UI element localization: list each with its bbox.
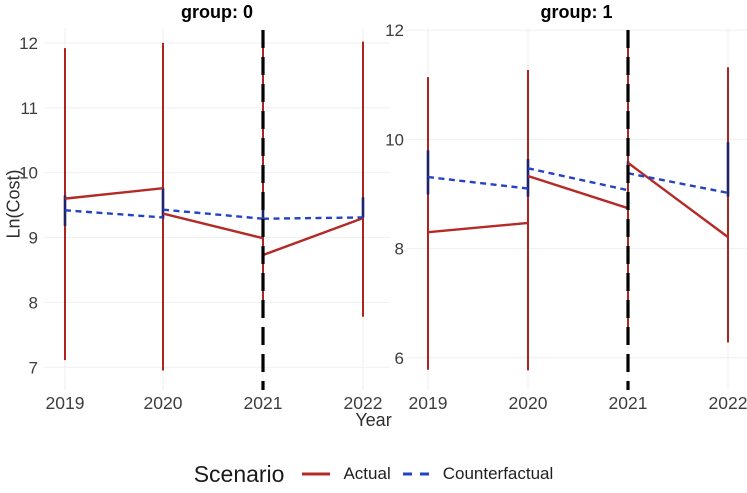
actual-line-segment xyxy=(527,174,629,210)
x-tick-label: 2022 xyxy=(709,393,747,413)
legend-label-counterfactual: Counterfactual xyxy=(442,464,554,483)
facet-strip-group-0: group: 0 xyxy=(181,2,253,22)
legend: Scenario Actual Counterfactual xyxy=(0,459,747,489)
counterfactual-line-segment xyxy=(262,216,364,220)
counterfactual-line-segment xyxy=(427,175,529,190)
x-tick-label: 2020 xyxy=(144,393,183,413)
x-tick-label: 2021 xyxy=(244,393,283,413)
x-tick-label: 2020 xyxy=(509,393,548,413)
facet-strip-group-1: group: 1 xyxy=(540,2,613,22)
counterfactual-line-segment xyxy=(627,172,729,195)
x-tick-label: 2021 xyxy=(609,393,648,413)
counterfactual-line-segment xyxy=(64,209,164,219)
legend-key-counterfactual-line-icon xyxy=(402,472,430,476)
y-tick-label: 9 xyxy=(29,229,38,248)
y-tick-label: 8 xyxy=(395,240,404,259)
y-tick-label: 8 xyxy=(29,293,38,312)
plot-area: 12 11 10 9 8 7 2019 2020 2021 2022 12 10 8 6 2019 2020 2… xyxy=(19,21,747,413)
x-axis-label: Year xyxy=(355,410,392,430)
y-tick-label: 11 xyxy=(20,99,38,118)
actual-line-segment xyxy=(627,161,729,239)
y-tick-label: 10 xyxy=(385,130,404,149)
actual-line-segment xyxy=(262,216,364,257)
y-tick-label: 7 xyxy=(29,358,38,377)
legend-label-actual: Actual xyxy=(343,464,391,483)
actual-line-segment xyxy=(427,221,529,234)
y-tick-label: 12 xyxy=(19,34,38,53)
x-tick-label: 2022 xyxy=(344,393,383,413)
y-axis-label: Ln(Cost) xyxy=(3,169,24,239)
counterfactual-line-segment xyxy=(527,167,629,192)
y-tick-label: 10 xyxy=(19,164,38,183)
legend-title: Scenario xyxy=(193,460,285,487)
actual-line-segment xyxy=(162,212,264,240)
y-tick-label: 6 xyxy=(395,349,404,368)
x-tick-label: 2019 xyxy=(409,393,448,413)
legend-key-actual-line-icon xyxy=(302,472,331,476)
x-tick-label: 2019 xyxy=(46,393,85,413)
y-tick-label: 12 xyxy=(385,21,404,40)
actual-line-segment xyxy=(64,187,164,200)
